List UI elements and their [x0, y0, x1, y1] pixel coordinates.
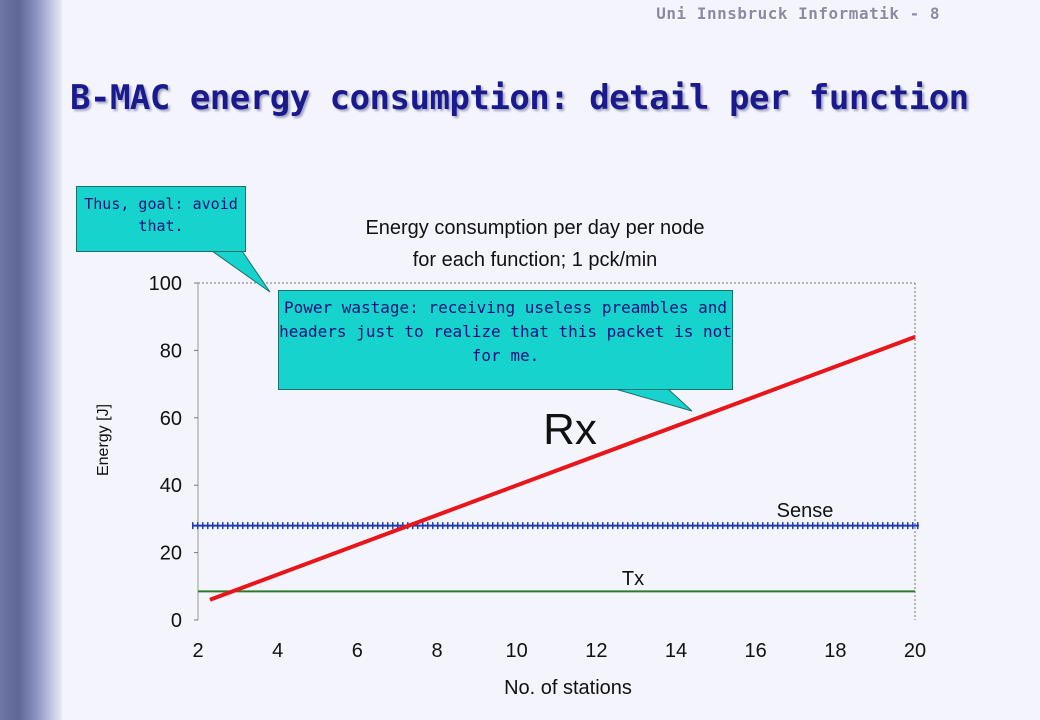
series-line-rx [209, 335, 916, 602]
header-note: Uni Innsbruck Informatik - 8 [656, 4, 940, 23]
left-decorative-bar [0, 0, 62, 720]
y-tick-label: 40 [160, 475, 182, 497]
callout-goal-tail [210, 250, 271, 293]
x-tick-label: 4 [272, 640, 283, 662]
y-axis-label: Energy [J] [95, 404, 112, 476]
y-tick-label: 20 [160, 543, 182, 565]
x-tick-label: 10 [506, 640, 528, 662]
x-tick-label: 6 [352, 640, 363, 662]
x-tick-label: 12 [585, 640, 607, 662]
x-tick-label: 18 [824, 640, 846, 662]
chart-title-line-2: for each function; 1 pck/min [412, 249, 658, 271]
x-tick-label: 16 [745, 640, 767, 662]
y-tick-label: 60 [160, 408, 182, 430]
y-tick-label: 80 [160, 340, 182, 362]
x-tick-label: 20 [904, 640, 926, 662]
y-tick-label: 0 [171, 610, 182, 632]
x-tick-label: 8 [431, 640, 442, 662]
x-tick-label: 2 [192, 640, 203, 662]
series-labels: Rx Sense Tx [543, 405, 833, 590]
callout-power-wastage: Power wastage: receiving useless preambl… [278, 290, 733, 390]
x-tick-label: 14 [665, 640, 687, 662]
plot-frame [197, 282, 916, 620]
series-layer [192, 335, 919, 602]
series-label-sense: Sense [777, 500, 834, 522]
slide-title: B-MAC energy consumption: detail per fun… [70, 78, 969, 118]
x-axis-ticks: 2 4 6 8 10 12 14 16 18 20 [192, 640, 926, 662]
x-axis-label: No. of stations [504, 677, 632, 699]
series-label-rx: Rx [543, 405, 597, 454]
chart-title-line-1: Energy consumption per day per node [365, 217, 705, 239]
chart-title: Energy consumption per day per node for … [290, 212, 780, 276]
callout-power-tail [614, 388, 693, 412]
series-label-tx: Tx [622, 568, 644, 590]
y-tick-label: 100 [149, 273, 182, 295]
y-axis-ticks: 0 20 40 60 80 100 [149, 273, 198, 632]
callout-goal: Thus, goal: avoid that. [76, 186, 246, 252]
